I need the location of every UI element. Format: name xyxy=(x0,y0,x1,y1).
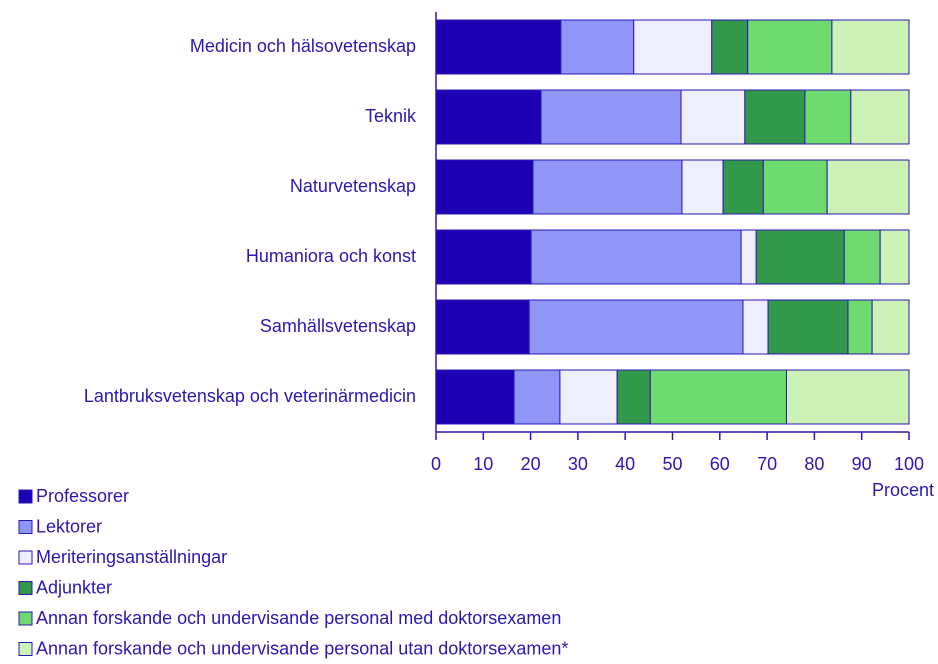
x-tick-label: 0 xyxy=(431,454,441,474)
x-tick-label: 20 xyxy=(521,454,541,474)
bar-segment xyxy=(767,299,849,355)
legend-label: Professorer xyxy=(36,486,129,506)
bar-segment xyxy=(804,89,852,145)
bar-segment xyxy=(435,229,532,285)
bar-segment xyxy=(740,229,757,285)
bar-segment xyxy=(435,159,534,215)
y-tick-label: Samhällsvetenskap xyxy=(260,316,416,336)
bar-segment xyxy=(559,369,618,425)
legend-swatch xyxy=(18,642,33,656)
bar-segment xyxy=(530,229,742,285)
bar-segment xyxy=(847,299,873,355)
bar-segment xyxy=(513,369,561,425)
x-axis-label: Procent xyxy=(872,480,934,500)
bar-segment xyxy=(649,369,787,425)
bar-segment xyxy=(879,229,910,285)
bar-segment xyxy=(831,19,910,75)
x-tick-label: 10 xyxy=(473,454,493,474)
bar-segment xyxy=(435,369,515,425)
x-tick-label: 100 xyxy=(894,454,924,474)
y-tick-label: Lantbruksvetenskap och veterinärmedicin xyxy=(84,386,416,406)
x-tick-label: 70 xyxy=(757,454,777,474)
legend-swatch xyxy=(18,489,33,504)
bar-segment xyxy=(435,89,542,145)
legend-label: Adjunkter xyxy=(36,577,112,597)
y-tick-label: Naturvetenskap xyxy=(290,176,416,196)
x-tick-label: 80 xyxy=(804,454,824,474)
bar-segment xyxy=(747,19,833,75)
bar-segment xyxy=(616,369,651,425)
bar-segment xyxy=(435,299,530,355)
bar-segment xyxy=(843,229,881,285)
y-tick-label: Medicin och hälsovetenskap xyxy=(190,36,416,56)
x-tick-label: 40 xyxy=(615,454,635,474)
bar-segment xyxy=(711,19,749,75)
bar-segment xyxy=(785,369,910,425)
bar-segment xyxy=(722,159,764,215)
legend-swatch xyxy=(18,611,33,626)
legend-label: Annan forskande och undervisande persona… xyxy=(36,638,568,658)
legend-label: Lektorer xyxy=(36,516,102,536)
bar-segment xyxy=(826,159,910,215)
legend-swatch xyxy=(18,581,33,595)
x-tick-label: 90 xyxy=(852,454,872,474)
bar-segment xyxy=(755,229,845,285)
bar-segment xyxy=(762,159,828,215)
bar-segment xyxy=(680,89,746,145)
x-tick-label: 50 xyxy=(662,454,682,474)
x-tick-label: 30 xyxy=(568,454,588,474)
legend-swatch xyxy=(18,550,33,565)
bar-segment xyxy=(560,19,635,75)
bar-segment xyxy=(435,19,562,75)
bar-segment xyxy=(681,159,724,215)
bar-segment xyxy=(871,299,910,355)
bar-segment xyxy=(742,299,769,355)
bar-segment xyxy=(633,19,713,75)
bar-segment xyxy=(540,89,682,145)
y-tick-label: Humaniora och konst xyxy=(246,246,416,266)
bar-segment xyxy=(850,89,910,145)
bar-segment xyxy=(532,159,683,215)
y-tick-label: Teknik xyxy=(365,106,417,126)
legend-label: Annan forskande och undervisande persona… xyxy=(36,608,561,628)
bar-segment xyxy=(528,299,744,355)
x-tick-label: 60 xyxy=(710,454,730,474)
legend-label: Meriteringsanställningar xyxy=(36,547,227,567)
legend-swatch xyxy=(18,520,33,534)
bar-segment xyxy=(744,89,806,145)
